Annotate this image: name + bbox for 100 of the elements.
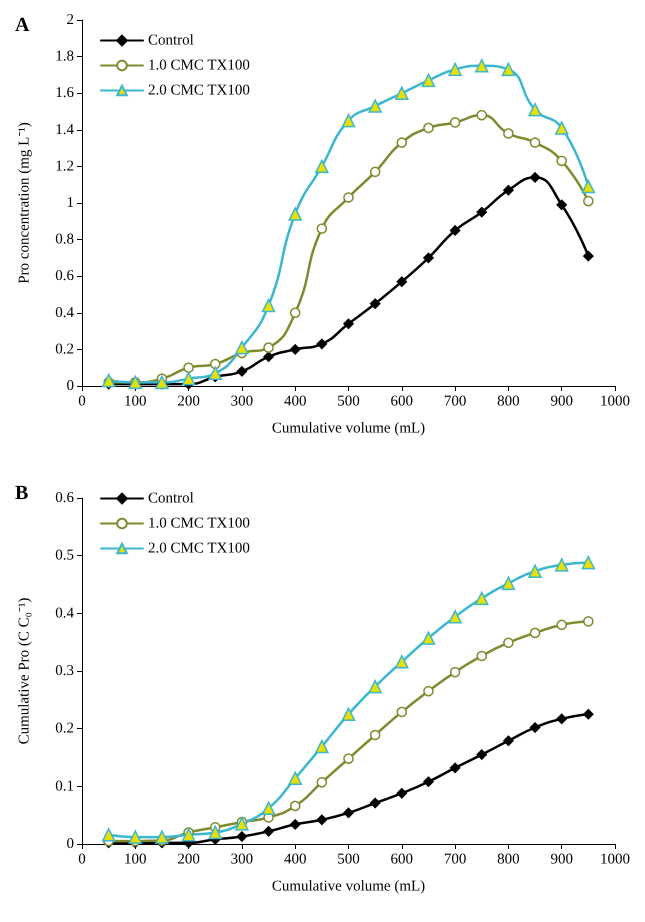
point [368,99,382,113]
point [396,788,408,799]
y-axis-title: Pro concentration (mg L⁻¹) [16,122,32,284]
point [450,666,460,678]
point [556,714,567,724]
x-tick-label: 100 [124,852,147,868]
point [343,808,354,818]
point [262,801,276,815]
point [290,819,300,830]
point [290,344,300,355]
point [448,62,462,76]
point [290,308,300,318]
point [396,276,408,287]
point [422,631,436,645]
point [475,59,488,72]
y-tick-label: 1 [66,195,74,211]
point [315,160,329,174]
point [422,74,436,88]
point [102,828,116,842]
legend-label: Control [148,32,194,48]
y-tick-label: 0 [66,836,74,852]
point [288,207,302,221]
point [475,592,488,606]
point [235,817,249,831]
point [556,156,567,166]
point [530,137,540,148]
x-tick-label: 1000 [600,394,630,410]
x-tick-label: 800 [497,394,520,410]
point [395,86,409,100]
point [183,362,194,373]
point [342,114,356,128]
point [102,374,116,388]
point [316,338,328,350]
point [502,576,516,590]
point [582,180,596,194]
point [423,122,434,134]
point [370,166,380,178]
x-tick-label: 400 [284,394,306,410]
point [450,225,460,236]
point [128,830,142,844]
point [530,722,540,733]
point [503,128,514,139]
chart-title: B [15,482,28,504]
point [423,776,434,787]
point [208,366,222,380]
point [290,800,300,812]
y-tick-label: 0.6 [55,268,74,284]
point [476,206,487,218]
point [476,650,487,662]
point [155,376,169,390]
x-tick-label: 700 [444,394,466,410]
point [288,772,302,786]
point [343,318,354,330]
point [155,830,169,844]
x-tick-label: 600 [390,852,414,868]
y-tick-label: 0.1 [55,778,74,794]
x-axis-title: Cumulative volume (mL) [272,420,426,436]
point [262,298,276,312]
legend-label: 1.0 CMC TX100 [148,516,250,532]
point [343,753,354,764]
x-axis-title: Cumulative volume (mL) [272,878,426,894]
y-tick-label: 0.4 [55,605,74,622]
point [182,828,196,842]
y-tick-label: 0.6 [55,490,74,506]
x-tick-label: 500 [337,394,360,410]
point [395,655,409,669]
x-tick-label: 0 [78,394,86,410]
point [235,340,249,354]
point [556,620,567,630]
point [554,558,568,572]
y-tick-label: 1.6 [55,85,74,102]
point [396,706,408,718]
point [370,798,380,808]
y-tick-label: 1.2 [55,158,74,174]
x-tick-label: 0 [78,852,86,868]
x-tick-label: 1000 [600,852,630,868]
point [343,192,354,203]
point [370,730,380,740]
point [315,740,329,754]
point [476,110,487,120]
point [316,223,328,234]
point [583,250,594,262]
y-tick-label: 1.4 [55,122,74,138]
y-tick-label: 0.8 [55,232,74,248]
point [368,680,382,694]
y-tick-label: 0 [66,378,74,394]
point [528,564,542,578]
legend-label: 1.0 CMC TX100 [148,58,250,74]
x-tick-label: 300 [230,394,254,410]
x-tick-label: 200 [177,852,200,868]
point [236,831,248,842]
x-tick-label: 400 [284,852,306,868]
y-tick-label: 0.4 [55,304,74,321]
x-tick-label: 200 [177,394,200,410]
point [316,814,328,826]
point [530,628,540,638]
x-tick-label: 500 [337,852,360,868]
point [370,298,380,309]
legend-label: 2.0 CMC TX100 [148,82,250,98]
point [554,121,568,135]
